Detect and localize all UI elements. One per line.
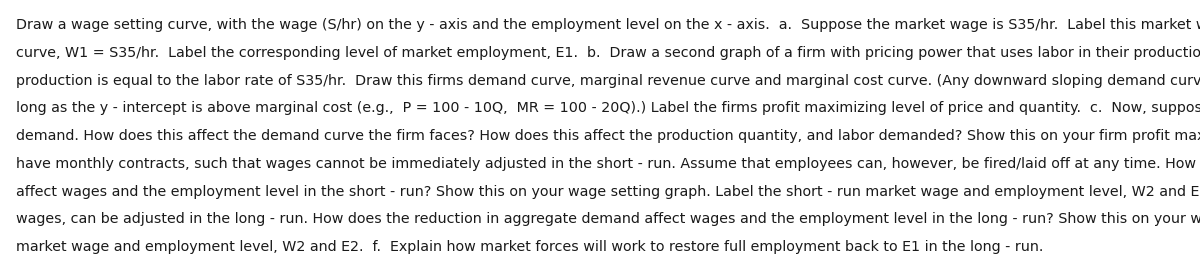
Text: market wage and employment level, W2 and E2.  f.  Explain how market forces will: market wage and employment level, W2 and… (16, 240, 1043, 254)
Text: long as the y - intercept is above marginal cost (e.g.,  P = 100 - 10Q,  MR = 10: long as the y - intercept is above margi… (16, 101, 1200, 115)
Text: demand. How does this affect the demand curve the firm faces? How does this affe: demand. How does this affect the demand … (16, 129, 1200, 143)
Text: Draw a wage setting curve, with the wage (S/hr) on the y - axis and the employme: Draw a wage setting curve, with the wage… (16, 18, 1200, 32)
Text: wages, can be adjusted in the long - run. How does the reduction in aggregate de: wages, can be adjusted in the long - run… (16, 212, 1200, 226)
Text: curve, W1 = S35/hr.  Label the corresponding level of market employment, E1.  b.: curve, W1 = S35/hr. Label the correspond… (16, 46, 1200, 60)
Text: production is equal to the labor rate of S35/hr.  Draw this firms demand curve, : production is equal to the labor rate of… (16, 74, 1200, 87)
Text: affect wages and the employment level in the short - run? Show this on your wage: affect wages and the employment level in… (16, 185, 1200, 198)
Text: have monthly contracts, such that wages cannot be immediately adjusted in the sh: have monthly contracts, such that wages … (16, 157, 1200, 171)
